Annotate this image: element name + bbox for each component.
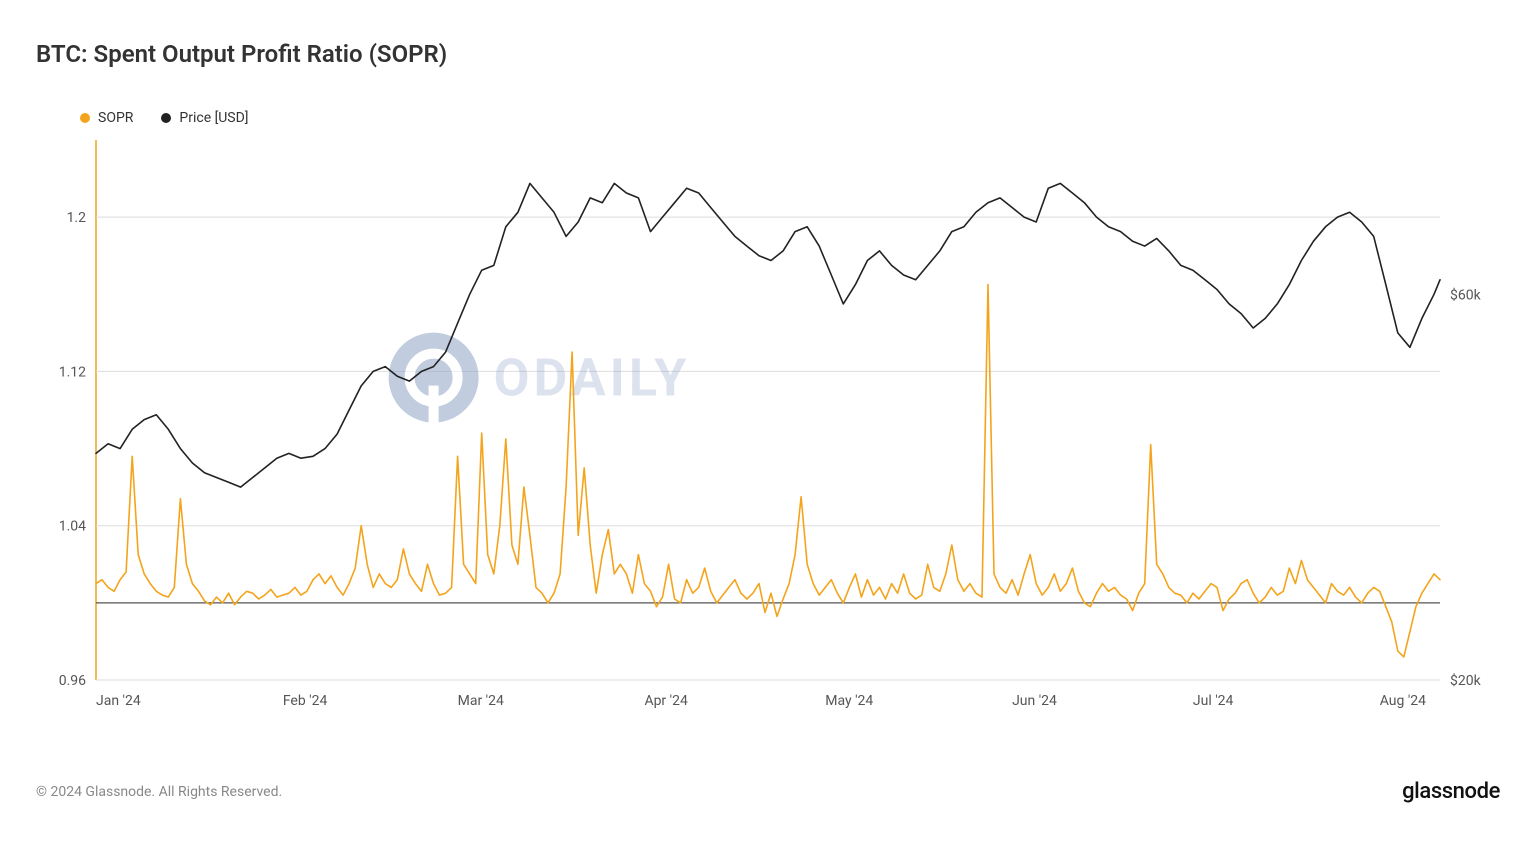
x-tick-label: Mar '24 (458, 693, 504, 709)
x-tick-label: Jul '24 (1193, 693, 1234, 709)
chart-svg: ODAILY 0.96 1.04 1.12 1.2 $20k $60k Jan '24 Feb … (36, 130, 1500, 720)
legend-dot-sopr (80, 113, 90, 123)
footer: © 2024 Glassnode. All Rights Reserved. g… (36, 779, 1500, 804)
y-left-tick-label: 0.96 (59, 673, 86, 689)
x-tick-label: May '24 (825, 693, 873, 709)
x-tick-label: Aug '24 (1380, 693, 1426, 709)
svg-text:ODAILY: ODAILY (494, 348, 691, 409)
x-tick-label: Jan '24 (96, 693, 141, 709)
y-left-tick-label: 1.2 (67, 210, 87, 226)
x-tick-label: Apr '24 (644, 693, 688, 709)
legend: SOPR Price [USD] (80, 110, 249, 126)
legend-item-price: Price [USD] (161, 110, 248, 126)
chart-area: ODAILY 0.96 1.04 1.12 1.2 $20k $60k Jan '24 Feb … (36, 130, 1500, 720)
x-tick-label: Jun '24 (1012, 693, 1057, 709)
legend-label-price: Price [USD] (179, 110, 248, 126)
y-right-tick-label: $60k (1450, 286, 1482, 303)
brand-logo: glassnode (1402, 779, 1500, 804)
legend-item-sopr: SOPR (80, 110, 133, 126)
y-right-tick-label: $20k (1450, 672, 1482, 689)
page: BTC: Spent Output Profit Ratio (SOPR) SO… (0, 0, 1536, 864)
x-tick-label: Feb '24 (283, 693, 328, 709)
legend-dot-price (161, 113, 171, 123)
copyright-text: © 2024 Glassnode. All Rights Reserved. (36, 784, 282, 800)
legend-label-sopr: SOPR (98, 110, 133, 126)
chart-title: BTC: Spent Output Profit Ratio (SOPR) (36, 40, 447, 68)
y-left-tick-label: 1.04 (59, 519, 86, 535)
y-left-tick-label: 1.12 (59, 364, 86, 380)
